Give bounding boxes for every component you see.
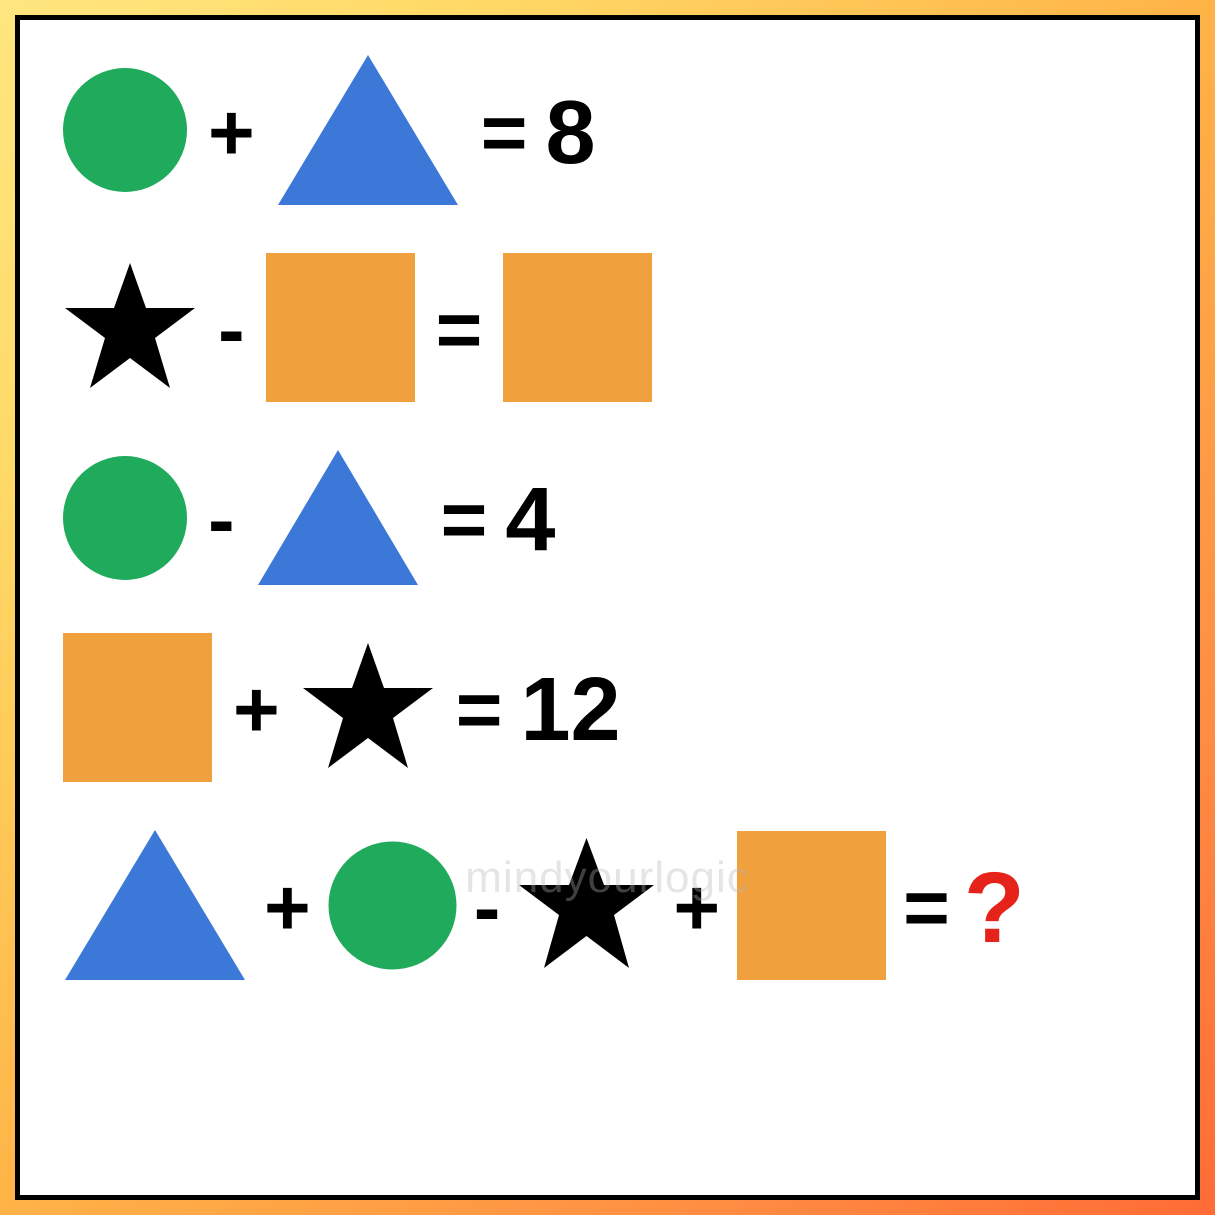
- equation-row-4: + = 12: [60, 630, 1155, 790]
- star-icon: [298, 638, 438, 783]
- square-icon: [263, 250, 418, 410]
- triangle-icon: [273, 50, 463, 215]
- plus-operator: +: [208, 93, 255, 173]
- equals-sign: =: [456, 670, 503, 750]
- circle-icon: [60, 65, 190, 200]
- minus-operator: -: [208, 480, 235, 560]
- circle-icon: [325, 838, 460, 978]
- square-icon: [734, 828, 889, 988]
- equation-row-5: + - + = ?: [60, 825, 1155, 990]
- puzzle-container: + = 8 - = - = 4 +: [15, 15, 1200, 1200]
- equation-row-1: + = 8: [60, 50, 1155, 215]
- equation-row-2: - =: [60, 250, 1155, 410]
- plus-operator: +: [233, 670, 280, 750]
- minus-operator: -: [474, 868, 501, 948]
- result-value: 4: [505, 475, 555, 565]
- plus-operator: +: [264, 868, 311, 948]
- star-icon: [514, 833, 659, 983]
- result-value: 8: [545, 88, 595, 178]
- equation-row-3: - = 4: [60, 445, 1155, 595]
- equals-sign: =: [481, 93, 528, 173]
- equals-sign: =: [441, 480, 488, 560]
- circle-icon: [60, 453, 190, 588]
- square-icon: [60, 630, 215, 790]
- plus-operator: +: [673, 868, 720, 948]
- triangle-icon: [60, 825, 250, 990]
- equals-sign: =: [903, 868, 950, 948]
- square-icon: [500, 250, 655, 410]
- star-icon: [60, 258, 200, 403]
- result-value: 12: [520, 665, 620, 755]
- triangle-icon: [253, 445, 423, 595]
- minus-operator: -: [218, 290, 245, 370]
- question-mark: ?: [964, 858, 1025, 958]
- equals-sign: =: [436, 290, 483, 370]
